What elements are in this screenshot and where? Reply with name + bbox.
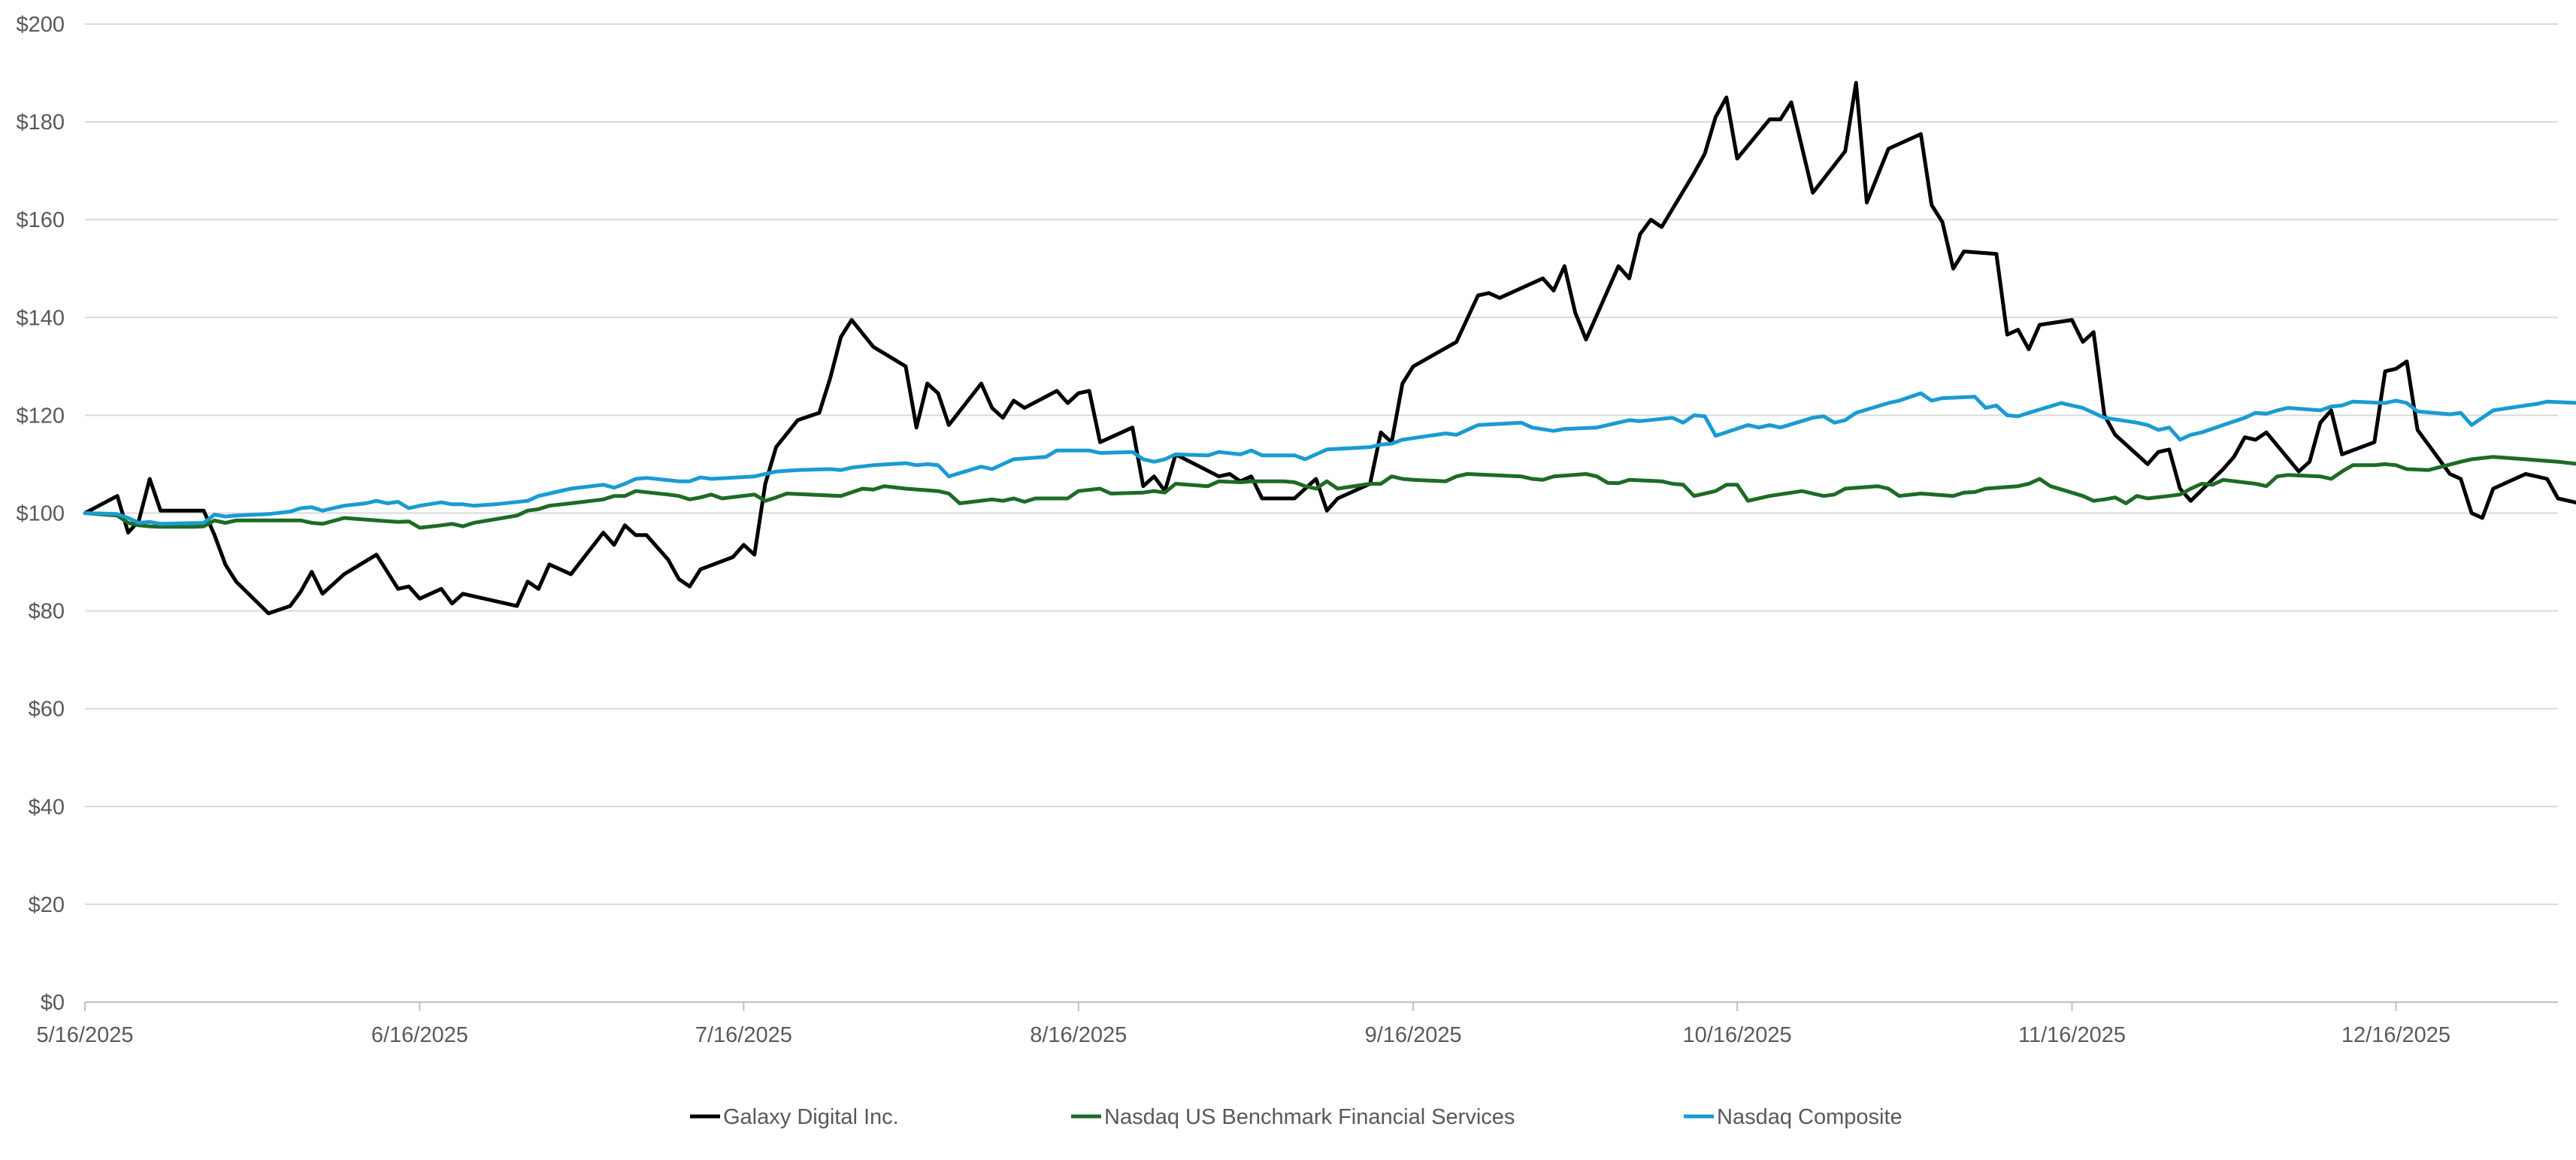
series-line-1 [83,80,2576,616]
x-tick-label: 6/16/2025 [371,1023,468,1047]
legend-label: Nasdaq US Benchmark Financial Services [1104,1105,1515,1129]
x-tick-label: 7/16/2025 [695,1023,792,1047]
legend-label: Nasdaq Composite [1717,1105,1902,1129]
x-axis-tick-labels: 5/16/2025 6/16/2025 7/16/2025 8/16/2025 9/16… [36,1002,2450,1047]
y-tick-label: $100 [16,502,65,526]
x-tick-label: 5/16/2025 [36,1023,133,1047]
y-tick-label: $120 [16,404,65,428]
x-tick-label: 9/16/2025 [1365,1023,1462,1047]
legend: Galaxy Digital Inc. Nasdaq US Benchmark F… [690,1105,1902,1129]
series-lines [83,80,2576,616]
y-tick-label: $60 [29,698,65,722]
series-line-3 [83,391,2576,526]
x-tick-label: 12/16/2025 [2341,1023,2450,1047]
y-tick-label: $40 [29,795,65,819]
y-tick-label: $140 [16,306,65,330]
x-tick-label: 11/16/2025 [2018,1023,2126,1047]
y-tick-label: $200 [16,13,65,37]
gridlines [85,23,2558,1003]
x-tick-label: 8/16/2025 [1030,1023,1127,1047]
y-tick-label: $180 [16,111,65,135]
x-tick-label: 10/16/2025 [1683,1023,1792,1047]
y-axis-tick-labels: $0 $20 $40 $60 $80 $100 $120 $140 $160 $180 $200 [16,13,65,1015]
y-tick-label: $0 [41,991,65,1015]
series-line-2 [83,455,2576,530]
y-tick-label: $20 [29,893,65,917]
legend-label: Galaxy Digital Inc. [723,1105,899,1129]
y-tick-label: $80 [29,600,65,624]
y-tick-label: $160 [16,208,65,232]
